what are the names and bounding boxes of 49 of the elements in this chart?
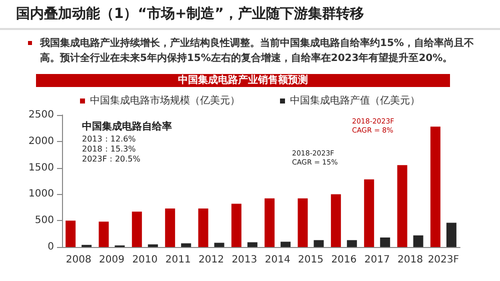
chart-subtitle: 我国集成电路产业持续增长，产业结构良性调整。当前中国集成电路自给率约15%，自给率尚且不高。预计全行业在未来5年内保持15%左右的复合增速，自给率在2023年有望提升至20%。: [40, 38, 474, 64]
x-tick-label: 2013: [232, 254, 258, 266]
y-tick-label: 2500: [28, 110, 54, 120]
bar: [280, 242, 291, 247]
bar: [66, 220, 76, 247]
bar: [247, 242, 258, 247]
annotation: 2023F：20.5%: [82, 154, 141, 164]
x-tick-label: 2011: [165, 254, 191, 266]
bar: [430, 126, 440, 247]
bar: [397, 165, 408, 247]
bar: [132, 212, 142, 247]
x-tick-label: 2014: [264, 254, 290, 266]
bar: [231, 204, 242, 247]
bar: [264, 198, 275, 247]
bar: [181, 243, 192, 247]
bar: [314, 240, 324, 247]
x-tick-label: 2015: [298, 254, 324, 266]
bar: [298, 198, 308, 247]
bar: [446, 222, 456, 247]
x-tick-label: 2012: [198, 254, 224, 266]
y-tick-label: 1000: [28, 188, 54, 200]
annotation: 2013：12.6%: [82, 134, 136, 144]
bar: [98, 222, 109, 247]
bar: [380, 237, 390, 247]
x-tick-label: 2018: [398, 254, 423, 266]
bar: [364, 179, 374, 247]
bar: [198, 208, 208, 247]
bar: [346, 240, 357, 247]
bar: [330, 194, 341, 247]
bar: [165, 208, 176, 247]
annotation: 中国集成电路自给率: [82, 120, 172, 132]
y-tick-label: 1500: [28, 162, 54, 174]
bar: [413, 235, 424, 247]
x-tick-label: 2009: [99, 254, 124, 266]
chart-title: 国内叠加动能（1）“市场+制造”，产业随下游集群转移: [0, 0, 500, 30]
bar: [148, 244, 158, 247]
bar: [214, 242, 224, 247]
legend-label: 中国集成电路市场规模（亿美元）: [90, 94, 240, 106]
annotation: 2018：15.3%: [82, 144, 136, 154]
x-tick-label: 2017: [364, 254, 390, 266]
x-tick-label: 2023F: [428, 254, 460, 266]
x-axis-title: 中国集成电路产业销售额预测: [36, 74, 450, 87]
y-tick-label: 2000: [28, 136, 54, 147]
y-tick-label: 0: [48, 242, 54, 252]
x-tick-label: 2010: [132, 254, 158, 266]
legend-label: 中国集成电路产值（亿美元）: [290, 94, 420, 106]
x-tick-label: 2008: [66, 254, 92, 266]
y-tick-label: 500: [34, 215, 54, 226]
x-tick-label: 2016: [331, 254, 357, 266]
